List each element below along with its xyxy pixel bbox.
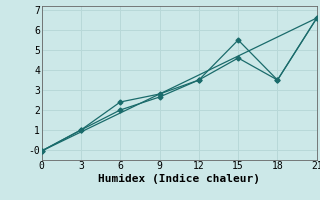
- X-axis label: Humidex (Indice chaleur): Humidex (Indice chaleur): [98, 174, 260, 184]
